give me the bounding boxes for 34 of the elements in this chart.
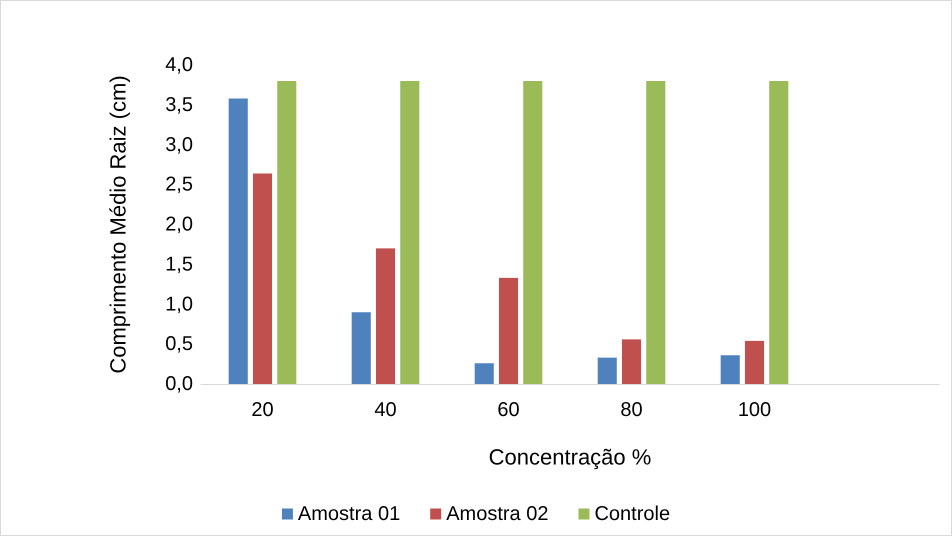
bar (622, 339, 642, 384)
y-tick-label: 0,0 (165, 373, 193, 395)
x-tick-label: 80 (620, 399, 643, 421)
x-axis-title: Concentração % (488, 444, 652, 470)
legend-label: Amostra 02 (446, 503, 548, 525)
bar (744, 340, 764, 384)
x-tick-label: 20 (251, 399, 274, 421)
bar (598, 358, 617, 384)
y-tick-label: 0,5 (165, 333, 193, 356)
bar (498, 278, 518, 384)
bar (646, 80, 666, 384)
bar (474, 363, 494, 384)
legend-label: Amostra 01 (298, 503, 400, 525)
y-tick-label: 4,0 (165, 54, 193, 76)
legend-label: Controle (594, 503, 670, 525)
bar (252, 173, 272, 384)
x-tick-label: 60 (497, 399, 520, 421)
bar (352, 312, 371, 384)
y-tick-label: 2,5 (165, 174, 193, 196)
x-tick-label: 100 (738, 399, 772, 421)
bar (769, 80, 788, 384)
y-tick-label: 2,0 (165, 214, 193, 236)
bar (400, 80, 420, 384)
y-axis-title: Comprimento Médio Raiz (cm) (106, 75, 130, 374)
bar (228, 98, 248, 384)
y-tick-label: 3,5 (165, 94, 193, 116)
bar (376, 248, 396, 384)
y-tick-label: 3,0 (165, 134, 193, 156)
bar (720, 355, 740, 384)
bar (277, 80, 296, 384)
x-tick-label: 40 (374, 399, 397, 421)
y-tick-label: 1,0 (165, 293, 193, 316)
y-tick-label: 1,5 (165, 253, 193, 276)
bar (523, 80, 542, 384)
